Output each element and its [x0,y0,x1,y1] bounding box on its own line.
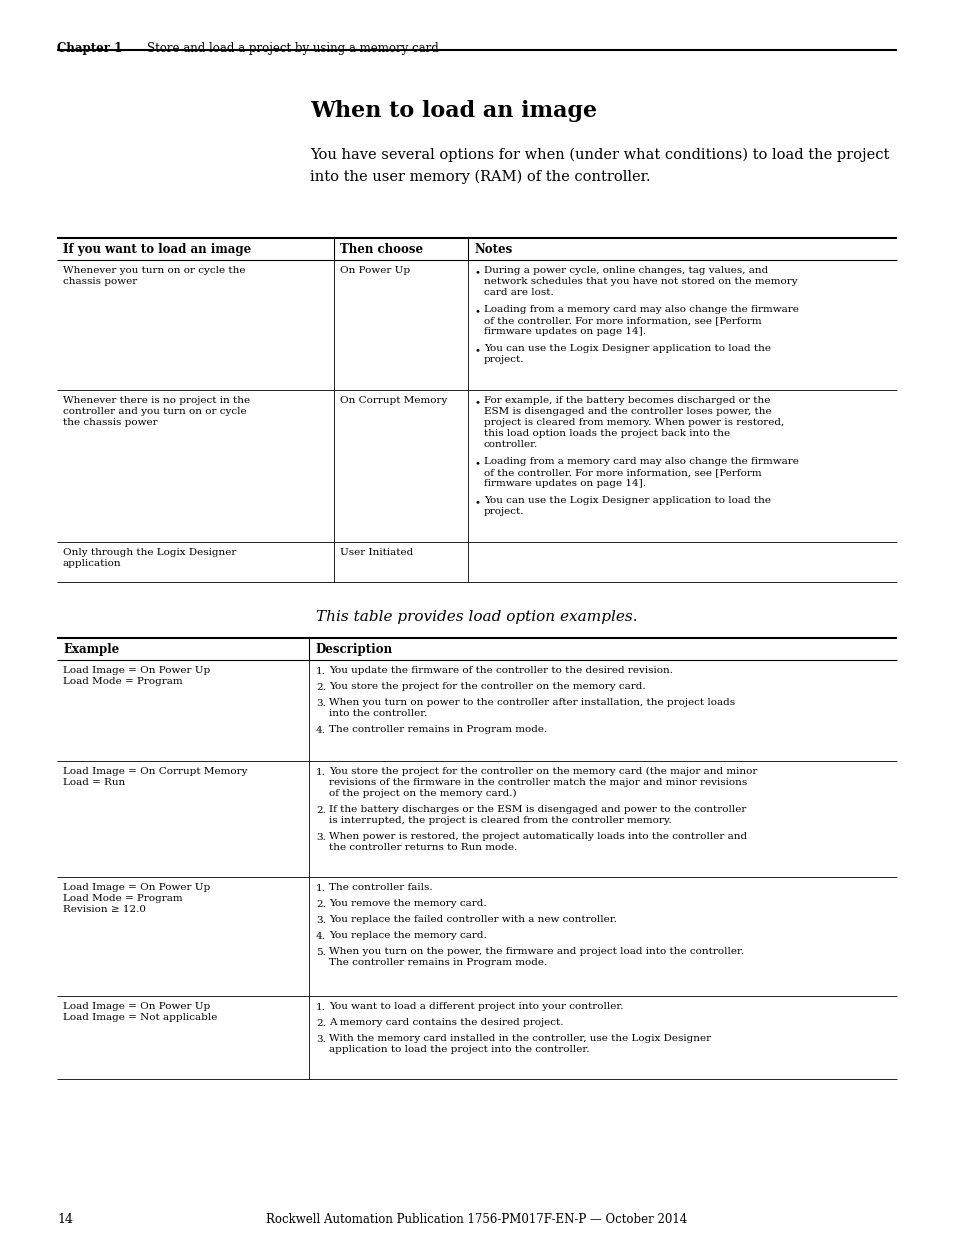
Text: project.: project. [483,354,524,364]
Text: During a power cycle, online changes, tag values, and: During a power cycle, online changes, ta… [483,266,767,275]
Text: The controller remains in Program mode.: The controller remains in Program mode. [329,958,547,967]
Text: •: • [475,459,480,468]
Text: •: • [475,308,480,316]
Text: application to load the project into the controller.: application to load the project into the… [329,1045,589,1053]
Text: On Power Up: On Power Up [339,266,410,275]
Text: into the controller.: into the controller. [329,709,427,718]
Text: You have several options for when (under what conditions) to load the project
in: You have several options for when (under… [310,148,888,184]
Text: firmware updates on page 14].: firmware updates on page 14]. [483,327,645,336]
Text: 1.: 1. [315,667,326,676]
Text: 4.: 4. [315,932,326,941]
Text: 1.: 1. [315,884,326,893]
Text: With the memory card installed in the controller, use the Logix Designer: With the memory card installed in the co… [329,1034,710,1044]
Text: firmware updates on page 14].: firmware updates on page 14]. [483,479,645,488]
Text: of the controller. For more information, see [Perform: of the controller. For more information,… [483,316,760,325]
Text: This table provides load option examples.: This table provides load option examples… [315,610,638,624]
Text: You replace the failed controller with a new controller.: You replace the failed controller with a… [329,915,617,924]
Text: You store the project for the controller on the memory card (the major and minor: You store the project for the controller… [329,767,757,776]
Text: The controller remains in Program mode.: The controller remains in Program mode. [329,725,547,734]
Text: •: • [475,346,480,354]
Text: 3.: 3. [315,832,326,842]
Text: controller and you turn on or cycle: controller and you turn on or cycle [63,408,247,416]
Text: 3.: 3. [315,1035,326,1044]
Text: You want to load a different project into your controller.: You want to load a different project int… [329,1002,623,1011]
Text: chassis power: chassis power [63,277,137,287]
Text: 14: 14 [57,1213,73,1226]
Text: Load Mode = Program: Load Mode = Program [63,894,182,903]
Text: 2.: 2. [315,900,326,909]
Text: is interrupted, the project is cleared from the controller memory.: is interrupted, the project is cleared f… [329,816,671,825]
Text: 1.: 1. [315,1003,326,1011]
Text: •: • [475,268,480,277]
Text: You store the project for the controller on the memory card.: You store the project for the controller… [329,682,645,692]
Text: You update the firmware of the controller to the desired revision.: You update the firmware of the controlle… [329,666,672,676]
Text: Example: Example [63,643,119,656]
Text: Whenever there is no project in the: Whenever there is no project in the [63,396,250,405]
Text: You can use the Logix Designer application to load the: You can use the Logix Designer applicati… [483,345,770,353]
Text: project is cleared from memory. When power is restored,: project is cleared from memory. When pow… [483,417,783,427]
Text: this load option loads the project back into the: this load option loads the project back … [483,429,729,438]
Text: Load Image = On Power Up: Load Image = On Power Up [63,883,210,892]
Text: Loading from a memory card may also change the firmware: Loading from a memory card may also chan… [483,457,798,466]
Text: User Initiated: User Initiated [339,548,413,557]
Text: 3.: 3. [315,699,326,708]
Text: Load Image = On Corrupt Memory: Load Image = On Corrupt Memory [63,767,247,776]
Text: 5.: 5. [315,948,326,957]
Text: Whenever you turn on or cycle the: Whenever you turn on or cycle the [63,266,245,275]
Text: of the project on the memory card.): of the project on the memory card.) [329,789,517,798]
Text: On Corrupt Memory: On Corrupt Memory [339,396,447,405]
Text: 1.: 1. [315,768,326,777]
Text: If you want to load an image: If you want to load an image [63,243,251,256]
Text: When to load an image: When to load an image [310,100,597,122]
Text: the chassis power: the chassis power [63,417,157,427]
Text: revisions of the firmware in the controller match the major and minor revisions: revisions of the firmware in the control… [329,778,746,787]
Text: You can use the Logix Designer application to load the: You can use the Logix Designer applicati… [483,496,770,505]
Text: of the controller. For more information, see [Perform: of the controller. For more information,… [483,468,760,477]
Text: project.: project. [483,508,524,516]
Text: You replace the memory card.: You replace the memory card. [329,931,486,940]
Text: When power is restored, the project automatically loads into the controller and: When power is restored, the project auto… [329,832,746,841]
Text: network schedules that you have not stored on the memory: network schedules that you have not stor… [483,277,797,287]
Text: Revision ≥ 12.0: Revision ≥ 12.0 [63,905,146,914]
Text: •: • [475,498,480,508]
Text: •: • [475,398,480,408]
Text: Rockwell Automation Publication 1756-PM017F-EN-P — October 2014: Rockwell Automation Publication 1756-PM0… [266,1213,687,1226]
Text: When you turn on the power, the firmware and project load into the controller.: When you turn on the power, the firmware… [329,947,743,956]
Text: 4.: 4. [315,726,326,735]
Text: If the battery discharges or the ESM is disengaged and power to the controller: If the battery discharges or the ESM is … [329,805,745,814]
Text: You remove the memory card.: You remove the memory card. [329,899,486,908]
Text: the controller returns to Run mode.: the controller returns to Run mode. [329,844,517,852]
Text: For example, if the battery becomes discharged or the: For example, if the battery becomes disc… [483,396,770,405]
Text: 2.: 2. [315,683,326,692]
Text: Notes: Notes [474,243,512,256]
Text: ESM is disengaged and the controller loses power, the: ESM is disengaged and the controller los… [483,408,771,416]
Text: Then choose: Then choose [339,243,423,256]
Text: When you turn on power to the controller after installation, the project loads: When you turn on power to the controller… [329,698,735,706]
Text: 2.: 2. [315,1019,326,1028]
Text: Loading from a memory card may also change the firmware: Loading from a memory card may also chan… [483,305,798,314]
Text: Load = Run: Load = Run [63,778,125,787]
Text: controller.: controller. [483,440,537,450]
Text: Chapter 1: Chapter 1 [57,42,122,56]
Text: Load Image = On Power Up: Load Image = On Power Up [63,1002,210,1011]
Text: 3.: 3. [315,916,326,925]
Text: Store and load a project by using a memory card: Store and load a project by using a memo… [147,42,438,56]
Text: Only through the Logix Designer: Only through the Logix Designer [63,548,236,557]
Text: Load Mode = Program: Load Mode = Program [63,677,182,685]
Text: A memory card contains the desired project.: A memory card contains the desired proje… [329,1018,563,1028]
Text: 2.: 2. [315,806,326,815]
Text: The controller fails.: The controller fails. [329,883,432,892]
Text: card are lost.: card are lost. [483,288,553,296]
Text: application: application [63,559,121,568]
Text: Load Image = Not applicable: Load Image = Not applicable [63,1013,217,1023]
Text: Description: Description [314,643,392,656]
Text: Load Image = On Power Up: Load Image = On Power Up [63,666,210,676]
